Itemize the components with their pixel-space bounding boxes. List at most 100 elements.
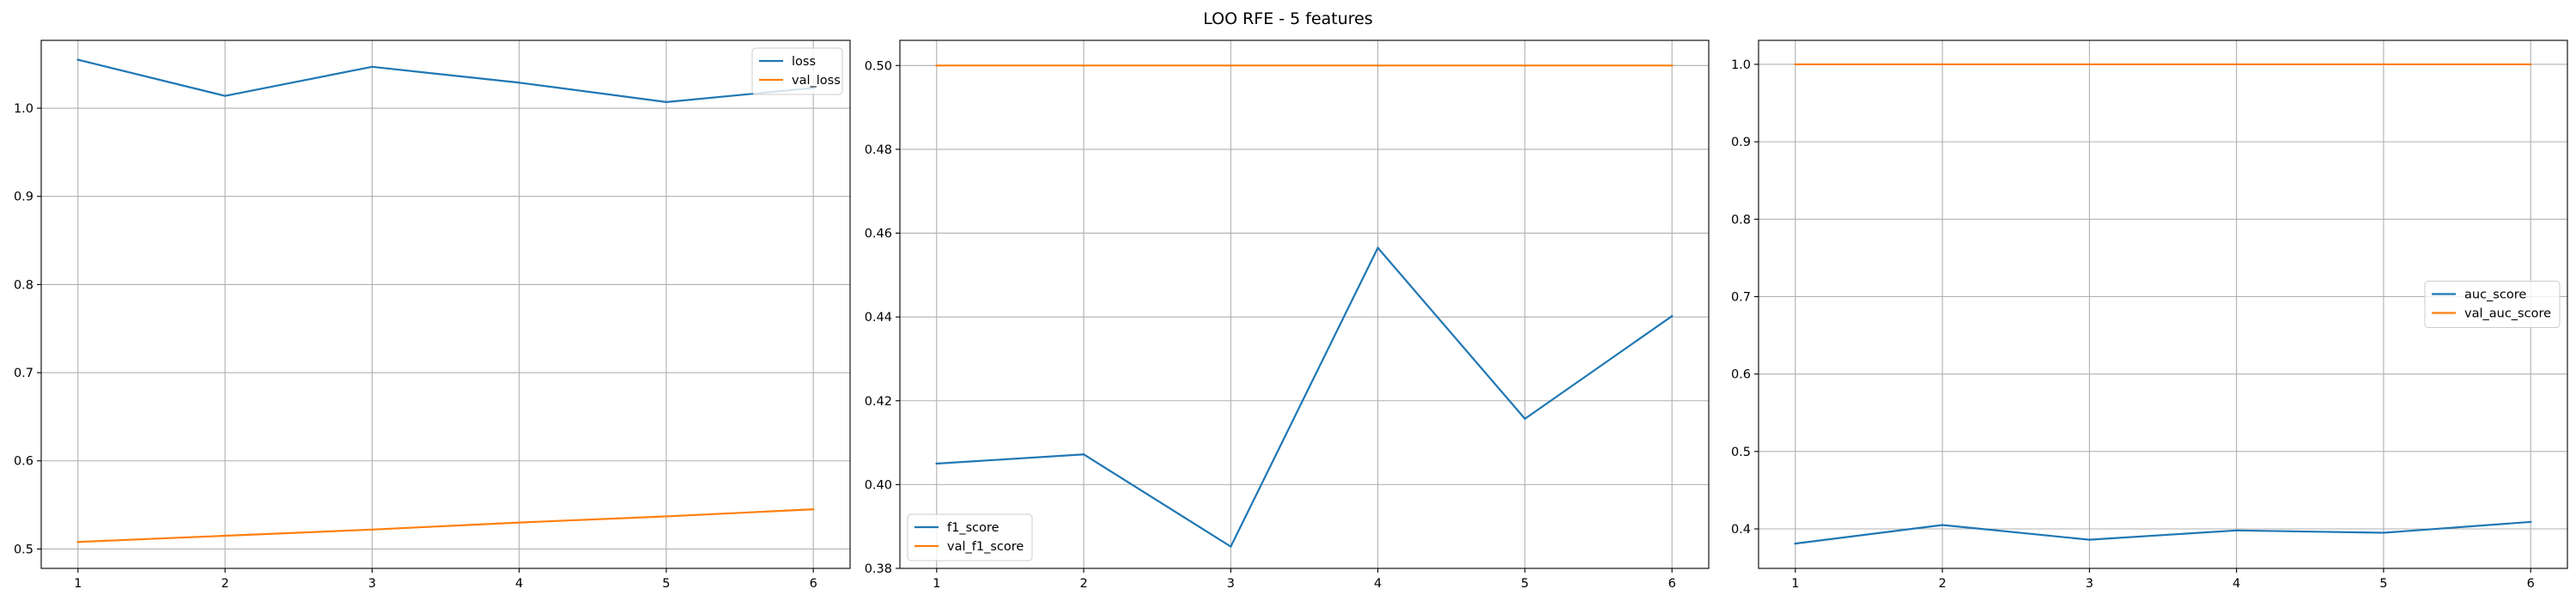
data-point (2235, 63, 2238, 66)
data-point (665, 100, 668, 104)
data-point (223, 94, 227, 97)
legend-label: val_f1_score (947, 540, 1024, 554)
data-point (371, 65, 374, 69)
data-point (1230, 64, 1232, 67)
y-tick-label: 0.9 (1731, 136, 1751, 149)
data-point (1670, 64, 1674, 67)
grid (41, 40, 850, 568)
legend-label: auc_score (2464, 288, 2526, 302)
x-tick-label: 5 (1521, 577, 1528, 591)
x-tick-label: 2 (1079, 577, 1087, 591)
series-val_auc_score (1794, 63, 2532, 66)
y-tick-label: 0.44 (865, 311, 892, 325)
x-tick-label: 6 (2527, 577, 2535, 591)
data-point (223, 534, 227, 537)
y-tick-label: 1.0 (14, 102, 33, 116)
x-tick-label: 1 (74, 577, 82, 591)
x-tick-label: 2 (1938, 577, 1946, 591)
data-point (2529, 63, 2532, 66)
data-point (371, 528, 374, 531)
data-point (1794, 542, 1797, 545)
x-tick-label: 1 (933, 577, 940, 591)
x-tick-label: 3 (368, 577, 376, 591)
x-tick-label: 1 (1791, 577, 1799, 591)
subplots: 1 2 3 4 5 6 0.5 0.6 0.7 0.8 0.9 1.0 loss val_loss 1 2 3 4… (14, 39, 2568, 591)
y-tick-label: 0.5 (1731, 446, 1751, 459)
y-tick-label: 0.7 (1731, 290, 1751, 304)
y-tick-label: 0.50 (865, 59, 892, 73)
axes-frame (899, 39, 1710, 569)
axes-frame (40, 39, 851, 569)
x-tick-label: 2 (221, 577, 228, 591)
data-point (2088, 63, 2091, 66)
y-axis: 0.38 0.40 0.42 0.44 0.46 0.48 0.50 (865, 59, 900, 576)
x-tick-label: 5 (662, 577, 670, 591)
legend-frame (2424, 281, 2561, 328)
legend-label: loss (792, 55, 816, 69)
y-tick-label: 0.8 (1731, 213, 1751, 227)
x-tick-label: 6 (810, 577, 817, 591)
legend: f1_score val_f1_score (907, 513, 1033, 562)
y-tick-label: 0.4 (1731, 523, 1751, 537)
series-val_loss (76, 508, 815, 543)
series-line (1794, 520, 2532, 545)
series-line (935, 246, 1674, 548)
legend-frame (751, 47, 843, 95)
legend-label: f1_score (947, 521, 999, 535)
legend-frame (907, 513, 1033, 562)
y-tick-label: 0.48 (865, 143, 892, 157)
y-tick-label: 0.9 (14, 191, 33, 204)
subplot-3: 1 2 3 4 5 6 0.4 0.5 0.6 0.7 0.8 0.9 1.0 auc_score val_… (1731, 39, 2568, 591)
data-point (935, 64, 939, 67)
series-auc_score (1794, 520, 2532, 545)
data-point (935, 462, 939, 465)
y-tick-label: 0.5 (14, 543, 33, 556)
legend: auc_score val_auc_score (2424, 281, 2561, 328)
legend-label: val_loss (792, 74, 841, 88)
y-tick-label: 0.46 (865, 228, 892, 241)
data-point (2088, 538, 2091, 541)
series-line (76, 58, 815, 103)
data-point (1941, 524, 1944, 526)
y-tick-label: 0.40 (865, 478, 892, 492)
data-point (2382, 63, 2385, 66)
data-point (2382, 531, 2385, 534)
data-point (76, 540, 80, 543)
x-tick-label: 4 (1374, 577, 1382, 591)
x-tick-label: 6 (1668, 577, 1676, 591)
data-point (1082, 64, 1085, 67)
y-tick-label: 0.7 (14, 367, 33, 380)
subplot-1: 1 2 3 4 5 6 0.5 0.6 0.7 0.8 0.9 1.0 loss val_loss (14, 39, 851, 591)
x-tick-label: 4 (515, 577, 523, 591)
data-point (1794, 63, 1797, 66)
data-point (1670, 314, 1674, 318)
series-f1_score (935, 246, 1674, 548)
data-point (2529, 520, 2532, 524)
series-line (76, 508, 815, 543)
y-tick-label: 0.8 (14, 278, 33, 292)
y-tick-label: 1.0 (1731, 58, 1751, 72)
y-axis: 0.5 0.6 0.7 0.8 0.9 1.0 (14, 102, 41, 556)
legend: loss val_loss (751, 47, 843, 95)
data-point (1523, 417, 1527, 420)
y-tick-label: 0.6 (1731, 368, 1751, 382)
grid (1759, 40, 2567, 568)
y-axis: 0.4 0.5 0.6 0.7 0.8 0.9 1.0 (1731, 58, 1759, 537)
x-axis: 1 2 3 4 5 6 (1791, 568, 2535, 591)
x-tick-label: 3 (1227, 577, 1235, 591)
data-point (76, 58, 80, 61)
data-point (811, 508, 815, 511)
y-tick-label: 0.6 (14, 455, 33, 469)
figure-title: LOO RFE - 5 features (1203, 9, 1373, 28)
y-tick-label: 0.38 (865, 562, 892, 576)
x-tick-label: 4 (2233, 577, 2240, 591)
data-point (1376, 64, 1379, 67)
data-point (1941, 63, 1944, 66)
x-tick-label: 3 (2086, 577, 2093, 591)
data-point (1082, 453, 1085, 456)
data-point (1230, 545, 1232, 548)
y-tick-label: 0.42 (865, 395, 892, 409)
axes-frame (1758, 39, 2568, 569)
